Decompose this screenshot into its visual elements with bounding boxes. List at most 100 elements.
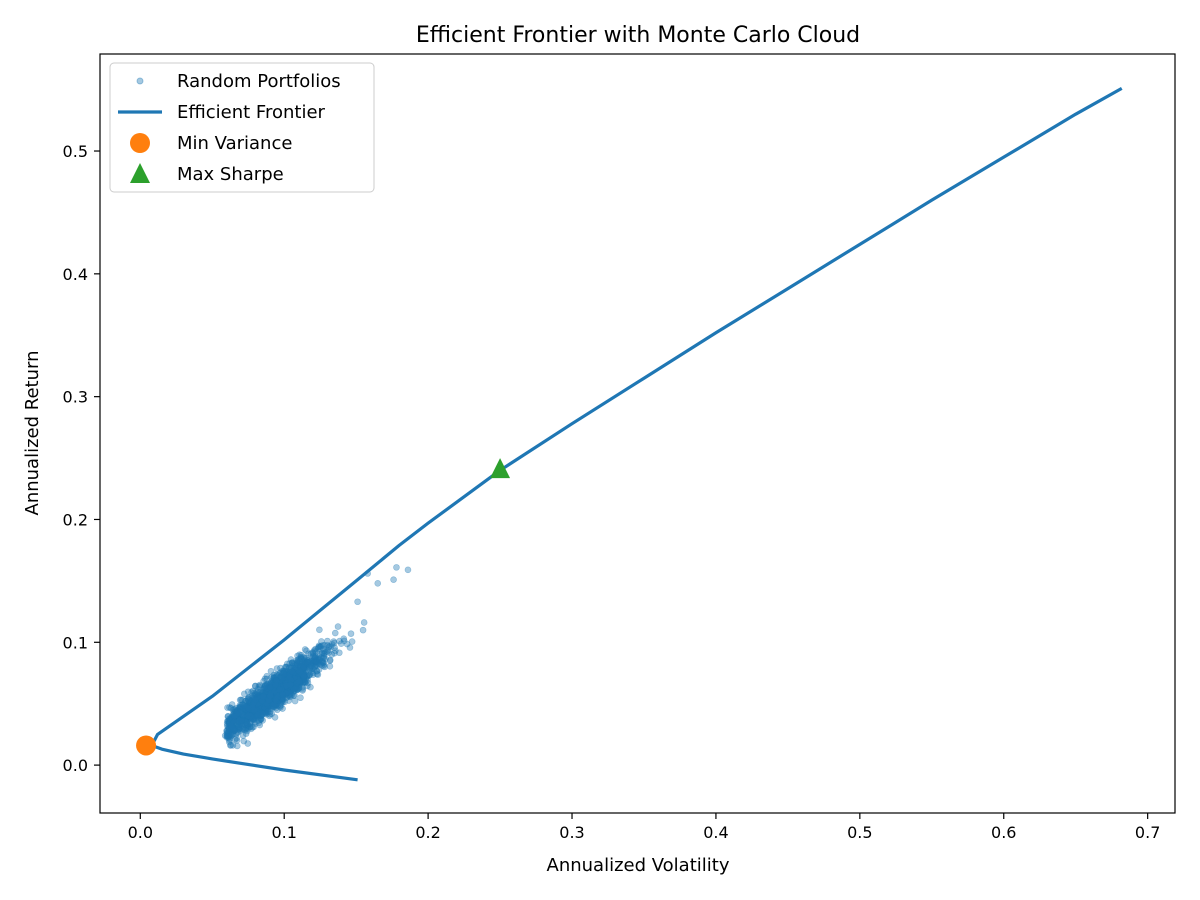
random-portfolio-point	[298, 655, 305, 663]
random-portfolio-point	[275, 679, 283, 686]
random-portfolio-point	[271, 685, 278, 692]
random-portfolio-point	[250, 709, 258, 717]
random-portfolio-point	[270, 674, 278, 681]
random-portfolio-point	[294, 678, 301, 686]
random-portfolio-point	[295, 685, 303, 692]
random-portfolio-point	[223, 720, 231, 727]
random-portfolio-point	[224, 713, 232, 720]
random-portfolio-point	[319, 641, 327, 649]
random-portfolio-point	[234, 723, 242, 731]
random-portfolio-point	[261, 694, 269, 702]
random-portfolio-point	[303, 664, 311, 671]
random-portfolio-point	[323, 648, 331, 655]
random-portfolio-point	[262, 709, 270, 716]
random-portfolio-point	[234, 712, 242, 719]
random-portfolio-point	[283, 670, 290, 677]
random-portfolio-point	[267, 692, 275, 700]
random-portfolio-point	[299, 679, 307, 686]
random-portfolio-point	[227, 722, 235, 729]
random-portfolio-point	[292, 664, 300, 672]
random-portfolio-point	[290, 678, 298, 685]
random-portfolio-point	[274, 686, 281, 694]
random-portfolio-point	[266, 696, 273, 704]
random-portfolio-point	[320, 645, 327, 653]
random-portfolio-point	[256, 693, 264, 701]
random-portfolio-point	[314, 671, 322, 678]
random-portfolio-point	[254, 708, 262, 716]
random-portfolio-point	[288, 681, 296, 689]
random-portfolio-point	[236, 725, 243, 733]
random-portfolio-point	[253, 688, 260, 696]
random-portfolio-point	[249, 715, 257, 723]
random-portfolio-point	[239, 704, 247, 712]
random-portfolio-point	[247, 717, 255, 725]
random-portfolio-point	[235, 714, 243, 722]
random-portfolio-point	[308, 657, 316, 665]
random-portfolio-point	[228, 722, 236, 729]
random-portfolio-point	[232, 708, 239, 716]
random-portfolio-point	[268, 692, 276, 699]
random-portfolio-point	[254, 688, 262, 696]
random-portfolio-point	[293, 657, 300, 664]
random-portfolio-point	[229, 715, 237, 723]
random-portfolio-point	[251, 694, 259, 702]
random-portfolio-point	[247, 714, 254, 722]
random-portfolio-point	[256, 703, 264, 710]
random-portfolio-point	[282, 689, 290, 697]
random-portfolio-point	[260, 693, 267, 701]
random-portfolio-point	[289, 683, 296, 691]
random-portfolio-point	[354, 598, 361, 606]
random-portfolio-point	[282, 680, 289, 688]
random-portfolio-point	[300, 662, 308, 670]
random-portfolio-point	[271, 679, 278, 687]
random-portfolio-point	[242, 697, 249, 705]
random-portfolio-point	[242, 730, 250, 737]
random-portfolio-point	[285, 675, 292, 682]
random-portfolio-point	[263, 699, 270, 707]
random-portfolio-point	[268, 680, 275, 687]
random-portfolio-point	[254, 693, 261, 701]
random-portfolio-point	[300, 669, 307, 677]
random-portfolio-point	[246, 705, 253, 713]
random-portfolio-point	[252, 700, 259, 707]
random-portfolio-point	[262, 688, 270, 696]
random-portfolio-point	[295, 669, 303, 677]
random-portfolio-point	[252, 694, 259, 702]
random-portfolio-point	[293, 684, 301, 692]
max-sharpe-marker	[490, 458, 511, 479]
random-portfolio-point	[249, 696, 256, 704]
random-portfolio-point	[262, 706, 269, 713]
random-portfolio-point	[238, 717, 246, 725]
random-portfolio-point	[309, 650, 317, 657]
random-portfolio-point	[257, 712, 265, 719]
random-portfolio-point	[279, 682, 286, 690]
random-portfolio-point	[281, 673, 289, 681]
random-portfolio-point	[225, 718, 233, 726]
random-portfolio-point	[247, 712, 254, 719]
random-portfolio-point	[265, 702, 273, 709]
random-portfolio-point	[234, 715, 242, 722]
random-portfolio-point	[261, 675, 269, 683]
random-portfolio-point	[232, 715, 240, 722]
random-portfolio-point	[300, 678, 308, 686]
random-portfolio-point	[272, 678, 280, 686]
random-portfolio-point	[263, 696, 271, 704]
random-portfolio-point	[250, 706, 258, 714]
random-portfolio-point	[249, 713, 257, 720]
random-portfolio-point	[404, 566, 412, 574]
random-portfolio-point	[251, 701, 258, 709]
random-portfolio-point	[285, 682, 292, 689]
random-portfolio-point	[299, 661, 307, 669]
random-portfolio-point	[326, 657, 334, 665]
random-portfolio-point	[244, 721, 252, 728]
random-portfolio-point	[276, 681, 284, 688]
random-portfolio-point	[269, 676, 277, 684]
random-portfolio-point	[257, 706, 265, 714]
random-portfolio-point	[271, 689, 279, 696]
random-portfolio-point	[265, 694, 272, 702]
random-portfolio-point	[250, 695, 257, 703]
random-portfolio-point	[265, 691, 273, 699]
random-portfolio-point	[251, 712, 258, 719]
random-portfolio-point	[255, 709, 262, 717]
random-portfolio-point	[267, 690, 274, 697]
